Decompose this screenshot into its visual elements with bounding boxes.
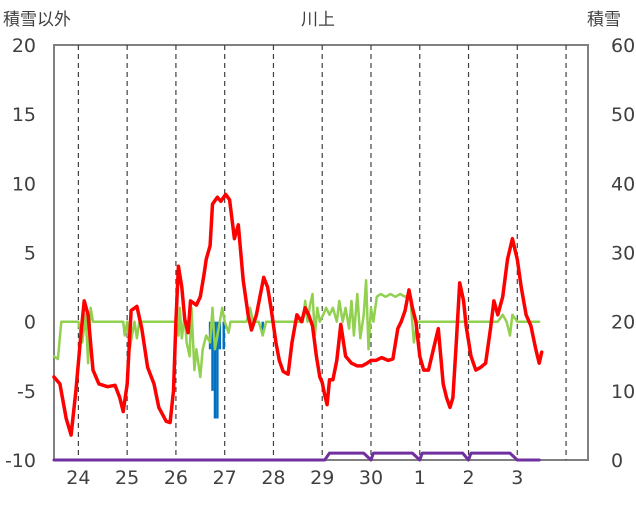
y-left-tick-label: 5 [24,243,36,265]
y-right-tick-label: 50 [611,104,635,126]
y-left-tick-label: -5 [17,381,36,403]
x-tick-label: 28 [261,467,285,489]
x-tick-label: 1 [414,467,426,489]
series-bar [218,321,222,350]
y-right-tick-label: 0 [611,450,623,472]
series-bar [216,321,219,419]
series-line [52,192,544,437]
y-right-tick-label: 30 [611,243,635,265]
series-line [52,278,541,379]
x-tick-label: 26 [164,467,188,489]
y-left-tick-label: 20 [12,35,36,57]
x-tick-label: 30 [359,467,383,489]
x-tick-label: 25 [115,467,139,489]
y-right-tick-label: 60 [611,35,635,57]
y-left-tick-label: -10 [5,450,36,472]
series-bar [213,321,217,419]
series-line [52,451,541,462]
y-right-tick-label: 40 [611,173,635,195]
x-tick-label: 27 [213,467,237,489]
series-bar [261,321,264,336]
x-tick-label: 2 [462,467,474,489]
x-gridlines [77,45,567,460]
y-right-tick-labels: 60 50 40 30 20 10 0 [611,35,635,472]
x-tick-label: 3 [511,467,523,489]
right-axis-title: 積雪 [587,10,621,30]
series-bar [222,321,225,350]
y-right-tick-label: 20 [611,312,635,334]
x-tick-label: 24 [66,467,90,489]
x-tick-label: 29 [310,467,334,489]
series-bar [211,321,214,391]
chart-title: 川上 [301,10,335,30]
y-left-tick-label: 0 [24,312,36,334]
x-tick-labels: 24 25 26 27 28 29 30 1 2 3 [66,467,523,489]
series-layer [52,192,544,462]
y-right-tick-label: 10 [611,381,635,403]
y-left-tick-labels: 20 15 10 5 0 -5 -10 [5,35,36,472]
left-axis-title: 積雪以外 [3,10,71,30]
y-left-tick-label: 15 [12,104,36,126]
y-left-tick-label: 10 [12,173,36,195]
